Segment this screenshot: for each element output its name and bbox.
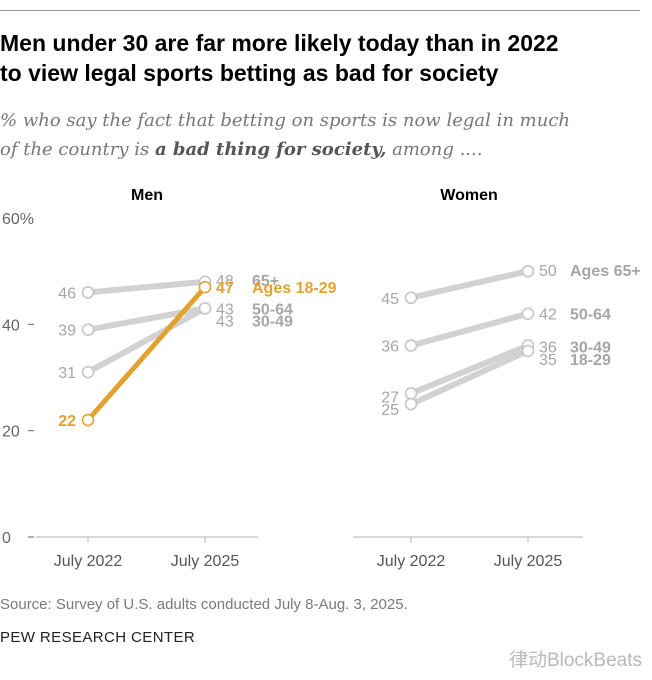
data-label: 36	[381, 339, 399, 356]
series-line	[408, 268, 531, 301]
data-point	[81, 413, 95, 427]
data-point	[521, 344, 535, 358]
series-label: 18-29	[570, 352, 611, 369]
watermark: 律动BlockBeats	[508, 650, 642, 671]
data-label: 48	[216, 273, 234, 290]
data-label: 47	[216, 280, 234, 297]
subtitle-post: among ....	[386, 139, 483, 160]
organization-name: PEW RESEARCH CENTER	[0, 629, 196, 646]
subtitle-line-2: of the country is a bad thing for societ…	[0, 135, 645, 164]
panel-title: Women	[440, 187, 497, 204]
series-label: Ages 18-29	[252, 280, 337, 297]
series-label: 50-64	[252, 301, 293, 318]
source-note: Source: Survey of U.S. adults conducted …	[0, 596, 408, 613]
data-label: 25	[381, 402, 399, 419]
subtitle-line-1: % who say the fact that betting on sport…	[0, 110, 570, 131]
data-label: 46	[58, 285, 76, 302]
y-tick-label: 0	[2, 530, 11, 547]
data-point	[81, 365, 95, 379]
x-tick-label: July 2022	[54, 553, 123, 570]
series-line	[85, 305, 208, 376]
data-point	[81, 286, 95, 299]
data-label: 39	[58, 323, 76, 340]
series-label: 30-49	[570, 340, 611, 357]
series-line	[408, 310, 531, 349]
data-label: 36	[539, 340, 557, 357]
data-label: 27	[381, 389, 399, 406]
data-point	[521, 307, 535, 321]
series-line	[85, 284, 208, 423]
data-point	[404, 387, 418, 400]
y-tick-label: 40	[2, 317, 20, 334]
data-point	[404, 397, 418, 411]
series-label: 65+	[252, 273, 279, 290]
panel-title: Men	[131, 187, 163, 204]
title-line-2: to view legal sports betting as bad for …	[0, 60, 499, 86]
x-tick-label: July 2025	[494, 553, 563, 570]
chart-subtitle: % who say the fact that betting on sport…	[0, 106, 645, 164]
top-rule	[0, 10, 640, 11]
data-label: 45	[381, 291, 399, 308]
series-label: 30-49	[252, 313, 293, 330]
data-point	[404, 291, 418, 305]
subtitle-bold: a bad thing for society,	[154, 139, 387, 160]
series-label: 50-64	[570, 307, 611, 324]
series-line	[408, 347, 531, 408]
series-line	[408, 342, 531, 397]
chart-title: Men under 30 are far more likely today t…	[0, 28, 645, 88]
subtitle-pre: of the country is	[0, 139, 155, 160]
series-line	[85, 278, 208, 296]
data-label: 42	[539, 307, 557, 324]
series-label: Ages 65+	[570, 263, 641, 280]
data-label: 35	[539, 352, 557, 369]
x-tick-label: July 2022	[377, 553, 446, 570]
data-point	[81, 323, 95, 336]
title-line-1: Men under 30 are far more likely today t…	[0, 30, 559, 56]
data-point	[404, 339, 418, 352]
data-label: 31	[58, 365, 76, 382]
data-label: 22	[58, 413, 76, 430]
data-point	[521, 264, 535, 278]
y-tick-label: 20	[2, 424, 20, 441]
data-label: 43	[216, 301, 234, 318]
x-tick-label: July 2025	[171, 553, 240, 570]
y-tick-label: 60%	[2, 211, 34, 228]
data-label: 50	[539, 263, 557, 280]
data-point	[198, 280, 212, 294]
data-label: 43	[216, 313, 234, 330]
data-point	[198, 302, 212, 315]
